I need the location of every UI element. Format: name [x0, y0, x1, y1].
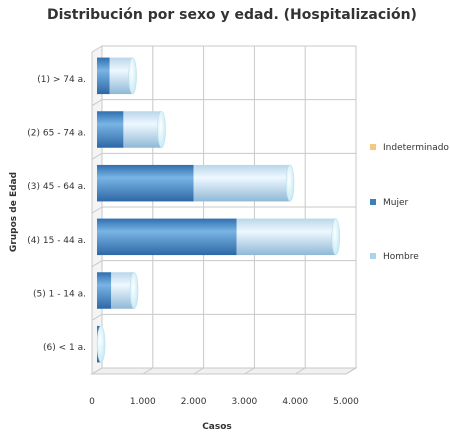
x-tick-label: 4.000 [282, 397, 308, 407]
bar-end-cap [157, 111, 166, 148]
gridline-floor [142, 367, 154, 375]
bar-segment-hombre [109, 57, 133, 95]
x-tick-label: 5.000 [333, 397, 359, 407]
x-axis-title: Casos [202, 422, 232, 432]
bar-end-cap [129, 272, 139, 309]
bar-segment-hombre [111, 272, 135, 309]
bar-segment-hombre [236, 218, 336, 256]
category-separator [91, 206, 103, 214]
y-tick-label: (2) 65 - 74 a. [27, 129, 86, 139]
y-tick-label: (1) > 74 a. [37, 75, 86, 85]
y-tick-label: (5) 1 - 14 a. [33, 290, 86, 300]
x-tick-label: 3.000 [232, 397, 258, 407]
legend-swatch [370, 253, 376, 259]
category-separator [91, 99, 103, 107]
bar-group [97, 57, 137, 95]
x-tick-label: 0 [89, 397, 95, 407]
y-tick-labels: (1) > 74 a. (2) 65 - 74 a. (3) 45 - 64 a. (… [27, 75, 86, 353]
bar-group [96, 325, 106, 363]
x-tick-label: 2.000 [181, 397, 207, 407]
y-axis-title: Grupos de Edad [9, 172, 19, 252]
bar-segment-mujer [97, 272, 112, 309]
gridline-floor [91, 367, 103, 375]
legend-swatch [370, 199, 376, 205]
bar-segment-hombre [193, 164, 291, 202]
category-separator [91, 313, 103, 321]
plot-area [90, 45, 358, 375]
bar-end-cap [285, 164, 295, 202]
gridline-floor [244, 367, 255, 375]
legend-swatch [370, 144, 376, 150]
bar-group [97, 218, 341, 256]
bar-segment-mujer [97, 164, 194, 202]
legend: Indeterminado Mujer Hombre [370, 143, 449, 262]
bar-group [97, 272, 139, 309]
y-tick-label: (6) < 1 a. [43, 343, 86, 353]
legend-label: Mujer [383, 198, 409, 208]
legend-label: Hombre [383, 252, 419, 262]
bar-segment-mujer [97, 111, 124, 148]
category-separator [91, 152, 103, 160]
gridline-floor [193, 367, 204, 375]
bar-group [97, 164, 295, 202]
y-tick-label: (3) 45 - 64 a. [27, 182, 86, 192]
bars [96, 57, 341, 363]
category-separator [91, 260, 103, 268]
bar-segment-mujer [97, 218, 237, 256]
chart-title: Distribución por sexo y edad. (Hospitali… [47, 7, 417, 23]
x-tick-label: 1.000 [130, 397, 156, 407]
bar-segment-mujer [97, 57, 110, 95]
bar-group [97, 111, 166, 148]
bar-segment-hombre [123, 111, 162, 148]
legend-label: Indeterminado [383, 143, 449, 153]
x-tick-labels: 0 1.000 2.000 3.000 4.000 5.000 [89, 397, 359, 407]
y-tick-label: (4) 15 - 44 a. [27, 236, 86, 246]
gridlines [91, 46, 357, 375]
bar-end-cap [331, 218, 341, 256]
gridline-floor [294, 367, 306, 375]
floor [90, 367, 358, 375]
bar-end-cap [96, 325, 106, 363]
bar-end-cap [128, 57, 137, 95]
gridline-floor [345, 367, 357, 375]
